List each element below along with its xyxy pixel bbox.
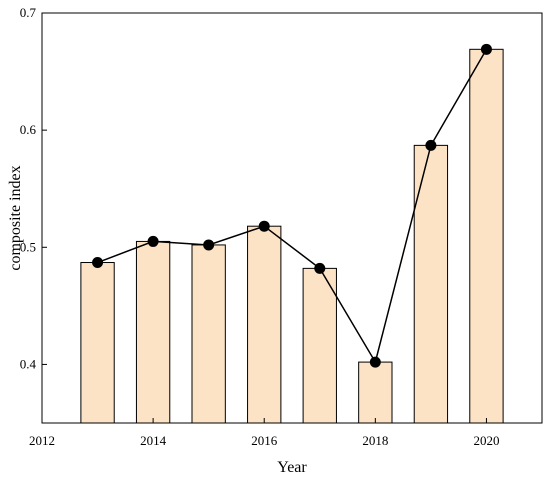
point-2015 xyxy=(203,239,215,251)
y-axis-title: composite index xyxy=(7,165,24,270)
point-2017 xyxy=(314,262,326,274)
y-tick-label: 0.7 xyxy=(20,5,37,20)
bar-2017 xyxy=(302,267,337,424)
line-series xyxy=(97,48,488,365)
bar-2019 xyxy=(413,144,449,424)
y-axis-ticks: 0.4 0.5 0.6 0.7 xyxy=(20,5,47,371)
y-tick-label: 0.6 xyxy=(20,122,37,137)
x-tick-label: 2014 xyxy=(140,433,167,448)
marker-series xyxy=(92,43,492,368)
x-tick-label: 2012 xyxy=(29,433,55,448)
point-2013 xyxy=(92,257,104,269)
bar-series xyxy=(80,48,504,424)
plot-frame xyxy=(41,12,543,424)
y-tick-label: 0.4 xyxy=(20,356,37,371)
point-2014 xyxy=(147,235,159,247)
bar-2014 xyxy=(135,240,171,424)
bar-2016 xyxy=(247,225,282,424)
bar-2018 xyxy=(358,361,393,424)
x-tick-label: 2016 xyxy=(251,433,278,448)
series-line xyxy=(97,48,488,365)
bar-2015 xyxy=(191,244,226,424)
x-axis-title: Year xyxy=(277,459,307,476)
point-2018 xyxy=(369,356,381,368)
point-2016 xyxy=(258,220,270,232)
y-tick-label: 0.5 xyxy=(20,239,36,254)
x-tick-label: 2020 xyxy=(473,433,499,448)
x-axis-ticks: 2012 2014 2016 2018 2020 xyxy=(29,418,499,448)
point-2019 xyxy=(425,139,437,151)
bar-2020 xyxy=(469,48,504,424)
x-tick-label: 2018 xyxy=(362,433,388,448)
bar-2013 xyxy=(80,262,115,424)
point-2020 xyxy=(480,43,492,55)
